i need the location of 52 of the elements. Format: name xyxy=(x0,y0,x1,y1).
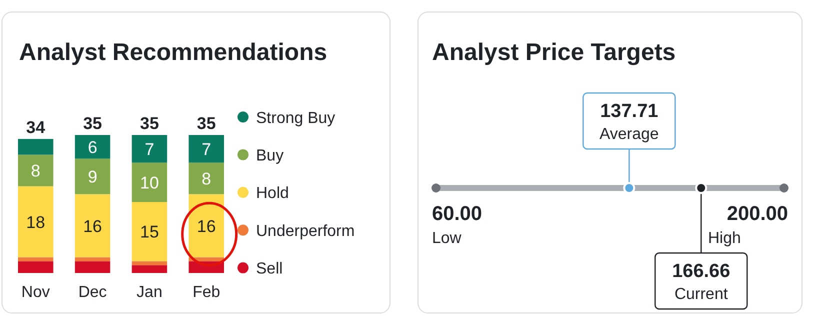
data-label: 8 xyxy=(202,169,212,188)
bar xyxy=(74,261,110,273)
data-label: 166.66 xyxy=(672,261,730,282)
bar xyxy=(132,135,168,163)
data-label: 7 xyxy=(144,140,154,159)
x-tick-label: Feb xyxy=(192,284,220,301)
data-label: 16 xyxy=(196,216,216,236)
data-label: 200.00 xyxy=(726,203,788,225)
total-label: 35 xyxy=(196,114,216,133)
data-label: 6 xyxy=(88,138,98,157)
x-tick-label: Nov xyxy=(21,284,50,301)
bar xyxy=(18,257,54,262)
x-tick-label: Jan xyxy=(136,284,162,301)
category-label: High xyxy=(708,230,741,247)
total-label: 35 xyxy=(83,114,102,133)
category-label: Current xyxy=(674,286,728,303)
data-label: 60.00 xyxy=(432,203,482,225)
bar xyxy=(74,194,110,258)
bar xyxy=(18,186,54,258)
bar xyxy=(18,138,54,155)
legend-label: Buy xyxy=(256,147,284,164)
data-label: 18 xyxy=(26,212,46,232)
x-tick-label: Dec xyxy=(78,284,107,301)
legend-label: Strong Buy xyxy=(256,110,336,127)
bar xyxy=(188,194,224,258)
legend-label: Underperform xyxy=(256,222,355,240)
bar xyxy=(18,261,54,273)
data-label: 8 xyxy=(30,162,40,181)
category-label: Average xyxy=(600,126,659,143)
bar xyxy=(132,162,168,202)
data-label: 9 xyxy=(88,168,98,187)
bar xyxy=(132,265,168,273)
bar xyxy=(188,162,224,194)
bar xyxy=(18,154,54,186)
data-label: 10 xyxy=(140,173,159,192)
bar xyxy=(74,257,110,262)
text: Analyst Price Targets xyxy=(432,39,676,66)
legend-label: Hold xyxy=(256,185,289,202)
total-label: 34 xyxy=(26,118,46,137)
data-label: 15 xyxy=(140,222,159,242)
data-label: 137.71 xyxy=(600,101,659,122)
bar xyxy=(74,158,110,194)
data-label: 7 xyxy=(202,140,212,159)
bar xyxy=(188,135,224,163)
legend-label: Sell xyxy=(256,260,283,278)
bar xyxy=(132,261,168,266)
category-label: Low xyxy=(432,230,462,247)
chart-title: Analyst Recommendations xyxy=(19,39,328,66)
bar xyxy=(74,135,110,159)
bar xyxy=(132,202,168,262)
data-label: 16 xyxy=(83,216,102,236)
total-label: 35 xyxy=(140,114,159,133)
